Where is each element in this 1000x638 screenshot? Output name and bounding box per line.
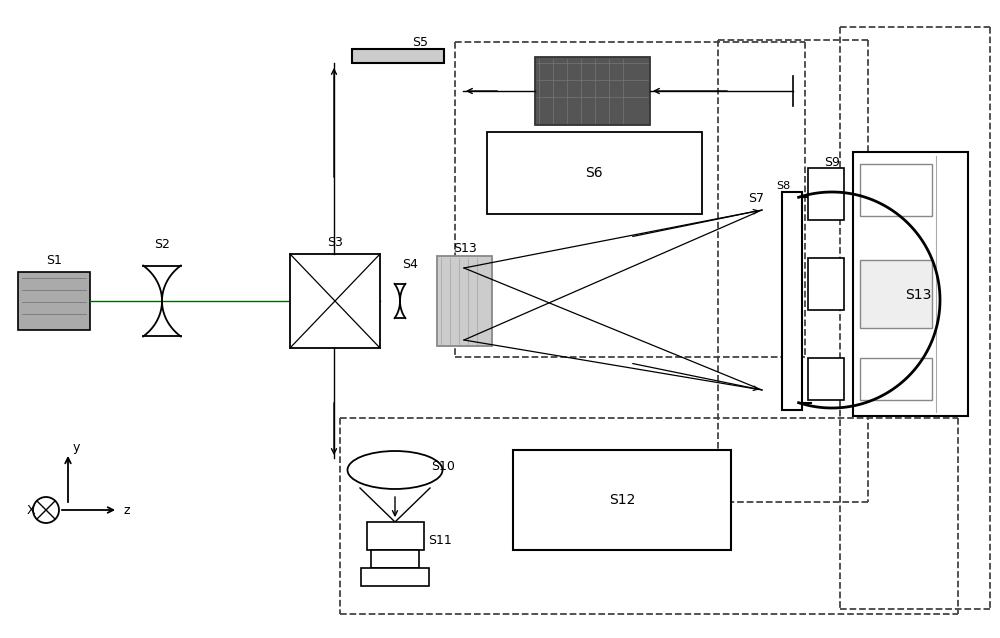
Text: S12: S12 [609,493,635,507]
Bar [361,568,429,586]
Bar [860,358,932,400]
Bar [782,192,802,410]
Bar [487,132,702,214]
Text: S13: S13 [453,242,477,255]
Text: y: y [73,440,80,454]
Text: S10: S10 [431,461,455,473]
Text: S3: S3 [327,237,343,249]
Ellipse shape [348,451,442,489]
Text: X: X [27,503,35,517]
Bar [860,164,932,216]
Bar [371,550,419,568]
Text: S13: S13 [905,288,931,302]
Bar [860,260,932,328]
Bar [18,272,90,330]
Text: S11: S11 [428,533,452,547]
Bar [290,254,380,348]
Text: S1: S1 [46,253,62,267]
Text: S7: S7 [748,191,764,205]
Bar [352,49,444,63]
Text: S8: S8 [776,181,790,191]
Bar [437,256,492,346]
Text: S2: S2 [154,239,170,251]
Text: S4: S4 [402,258,418,272]
Text: S5: S5 [412,36,428,50]
Text: z: z [124,503,130,517]
Bar [853,152,968,416]
Text: S9: S9 [824,156,840,168]
Bar [367,522,424,550]
Bar [808,258,844,310]
Bar [535,57,650,125]
Bar [513,450,731,550]
Bar [808,358,844,400]
Text: S6: S6 [585,166,603,180]
Bar [808,168,844,220]
